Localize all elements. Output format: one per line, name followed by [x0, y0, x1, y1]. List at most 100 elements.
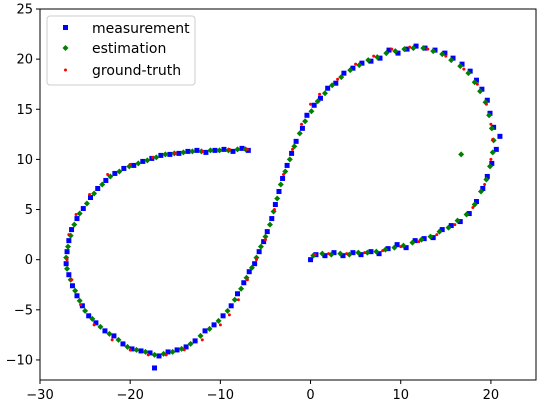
point-ground-truth	[318, 92, 322, 96]
point-estimation	[215, 317, 222, 324]
point-measurement	[140, 158, 146, 164]
point-measurement	[66, 238, 72, 244]
point-estimation	[463, 211, 470, 218]
point-estimation	[277, 181, 284, 188]
point-ground-truth	[300, 122, 304, 126]
series-layer	[63, 43, 503, 371]
point-measurement	[333, 80, 339, 86]
point-measurement	[269, 216, 275, 222]
point-estimation	[439, 51, 446, 58]
point-measurement	[331, 250, 337, 256]
point-measurement	[120, 341, 126, 347]
point-measurement	[252, 261, 258, 267]
legend-marker-measurement	[63, 25, 68, 30]
point-ground-truth	[106, 172, 110, 176]
point-measurement	[497, 133, 503, 139]
point-estimation	[189, 148, 196, 155]
point-measurement	[473, 77, 479, 83]
point-measurement	[340, 253, 346, 259]
point-measurement	[69, 283, 75, 289]
point-estimation	[82, 307, 89, 314]
point-ground-truth	[475, 82, 479, 86]
point-estimation	[383, 50, 390, 57]
point-measurement	[103, 177, 109, 183]
point-measurement	[80, 206, 86, 212]
point-measurement	[457, 219, 463, 225]
point-estimation	[116, 168, 123, 175]
point-estimation	[262, 233, 269, 240]
point-measurement	[167, 151, 173, 157]
point-measurement	[304, 112, 310, 118]
legend-marker-estimation	[62, 45, 69, 51]
point-measurement	[261, 239, 267, 245]
point-measurement	[202, 328, 208, 334]
point-ground-truth	[327, 252, 331, 256]
point-ground-truth	[245, 278, 249, 282]
legend-label-estimation: estimation	[92, 41, 166, 57]
point-ground-truth	[88, 193, 92, 196]
point-estimation	[296, 130, 303, 137]
point-estimation	[291, 143, 298, 150]
point-measurement	[183, 344, 189, 350]
point-estimation	[234, 146, 241, 153]
legend-box	[46, 15, 196, 86]
point-ground-truth	[291, 147, 295, 151]
point-estimation	[409, 239, 416, 246]
point-ground-truth	[390, 47, 394, 51]
point-measurement	[439, 227, 445, 233]
legend-label-ground-truth: ground-truth	[92, 63, 181, 79]
point-measurement	[350, 250, 356, 256]
point-estimation	[465, 70, 472, 77]
point-estimation	[401, 46, 408, 53]
point-ground-truth	[70, 278, 74, 282]
point-estimation	[321, 90, 328, 97]
point-measurement	[386, 47, 392, 53]
point-measurement	[430, 235, 436, 241]
point-measurement	[317, 95, 323, 101]
point-measurement	[272, 202, 278, 208]
point-estimation	[319, 250, 326, 257]
point-measurement	[479, 86, 485, 92]
point-estimation	[197, 332, 204, 339]
x-tick-label: 20	[483, 388, 500, 403]
point-estimation	[391, 244, 398, 251]
point-estimation	[436, 228, 443, 235]
point-estimation	[373, 248, 380, 255]
point-measurement	[220, 313, 226, 319]
point-measurement	[69, 227, 75, 233]
point-measurement	[129, 346, 135, 352]
point-ground-truth	[67, 233, 71, 237]
y-tick-label: 10	[16, 153, 33, 168]
point-measurement	[194, 147, 200, 153]
point-ground-truth	[453, 223, 457, 227]
point-estimation	[169, 348, 176, 355]
point-estimation	[72, 287, 79, 294]
point-measurement	[79, 303, 85, 309]
point-estimation	[486, 112, 493, 119]
point-ground-truth	[151, 155, 155, 159]
point-estimation	[274, 195, 281, 202]
point-ground-truth	[399, 245, 403, 249]
point-estimation	[242, 146, 249, 153]
point-measurement	[63, 261, 69, 267]
point-estimation	[427, 233, 434, 240]
point-measurement	[493, 146, 499, 152]
point-estimation	[477, 188, 484, 195]
y-tick-label: 25	[16, 3, 33, 18]
point-ground-truth	[309, 102, 313, 106]
point-measurement	[74, 216, 80, 222]
point-ground-truth	[484, 102, 488, 106]
point-estimation	[471, 201, 478, 208]
point-measurement	[246, 269, 252, 275]
point-estimation	[248, 264, 255, 271]
point-measurement	[395, 50, 401, 56]
point-estimation	[488, 125, 495, 132]
point-measurement	[350, 65, 356, 71]
point-measurement	[74, 293, 80, 299]
point-measurement	[228, 303, 234, 309]
point-ground-truth	[227, 313, 231, 317]
x-tick-label: 0	[306, 388, 314, 403]
point-measurement	[368, 58, 374, 64]
point-estimation	[64, 243, 71, 250]
